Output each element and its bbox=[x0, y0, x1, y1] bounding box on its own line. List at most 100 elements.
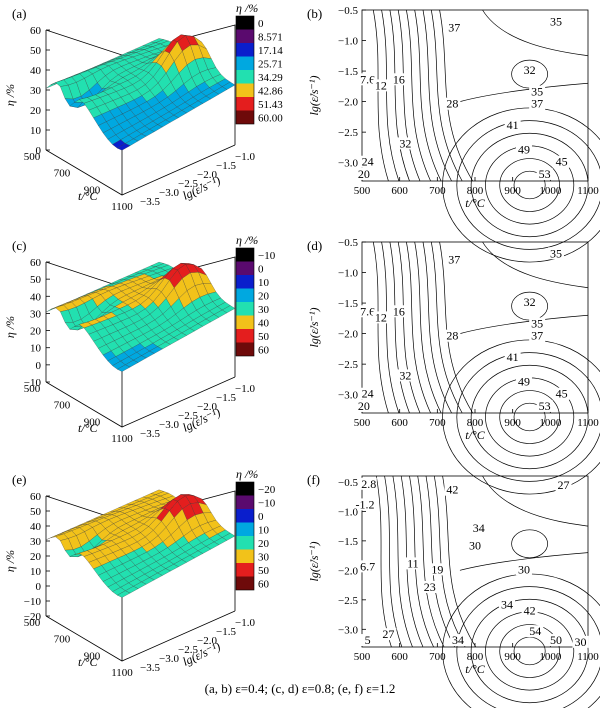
panel-letter-c: (c) bbox=[12, 238, 26, 253]
x-tick-label: 500 bbox=[354, 417, 371, 429]
panel-letter-f: (f) bbox=[307, 472, 320, 487]
contour-label: 37 bbox=[448, 252, 460, 266]
contour-line bbox=[372, 9, 389, 182]
contour-label: 12 bbox=[375, 310, 387, 324]
y-tick-label: −2.5 bbox=[338, 127, 358, 139]
y-tick-label: −2.0 bbox=[197, 635, 217, 647]
contour-panel-b: (b) 500 600 700 800 900 1000 1100 −0.5 −1.0 −1.5 −2… bbox=[307, 5, 600, 263]
contour-label: 5 bbox=[365, 633, 371, 647]
colorbar-label: 34.29 bbox=[258, 72, 283, 84]
contour-label-bg bbox=[404, 557, 421, 570]
z-tick-label: 30 bbox=[30, 536, 42, 548]
contour-label-bg bbox=[421, 580, 438, 593]
contour-label: 45 bbox=[556, 155, 568, 169]
z-tick-label: 40 bbox=[30, 521, 42, 533]
contour-label-bg bbox=[446, 253, 463, 266]
contour-label-bg bbox=[555, 478, 572, 491]
colorbar-label: 0 bbox=[258, 511, 264, 523]
y-tick-label: −0.5 bbox=[338, 477, 358, 489]
contour-lines bbox=[372, 9, 600, 263]
contour-label: 28 bbox=[446, 329, 458, 343]
contour-line bbox=[389, 9, 410, 182]
y-tick-label: −1.5 bbox=[216, 626, 236, 638]
contour-island bbox=[511, 529, 548, 559]
contour-line bbox=[442, 475, 477, 648]
panel-letter-e: (e) bbox=[12, 472, 26, 487]
colorbar-swatch bbox=[236, 275, 254, 289]
z-axis-label: η /% bbox=[3, 84, 17, 106]
z-tick-label: 40 bbox=[30, 65, 42, 77]
x-tick-label: 900 bbox=[84, 650, 101, 662]
contour-label: 49 bbox=[518, 143, 530, 157]
y-tick-label: −2.5 bbox=[338, 359, 358, 371]
x-axis-label: t/°C bbox=[78, 189, 98, 203]
surface-mesh bbox=[45, 34, 236, 151]
contour-lines bbox=[375, 475, 600, 713]
contour-line bbox=[482, 241, 589, 289]
contour-label: 32 bbox=[399, 136, 411, 150]
contour-line bbox=[392, 475, 413, 648]
y-tick-label: −1.5 bbox=[338, 298, 358, 310]
y-tick-label: −1.0 bbox=[338, 268, 358, 280]
colorbar-label: −10 bbox=[258, 497, 276, 509]
contour-label: 35 bbox=[550, 246, 562, 260]
contour-label: 7.6 bbox=[360, 304, 375, 318]
contour-label: 16 bbox=[393, 72, 405, 86]
z-tick-label: 60 bbox=[30, 491, 42, 503]
y-tick-label: −0.5 bbox=[338, 237, 358, 249]
contour-label-bg bbox=[536, 167, 553, 180]
y-tick-label: −1.0 bbox=[338, 36, 358, 48]
x-tick-label: 500 bbox=[24, 151, 41, 163]
contour-label: 30 bbox=[574, 635, 586, 649]
contour-line bbox=[414, 9, 442, 182]
contour-label-bg bbox=[547, 634, 564, 647]
contour-label: 20 bbox=[358, 167, 370, 181]
colorbar-swatch bbox=[236, 97, 254, 111]
colorbar-label: 25.71 bbox=[258, 58, 283, 70]
y-tick-label: −2.5 bbox=[178, 178, 198, 190]
contour-lines bbox=[372, 241, 600, 495]
colorbar-border bbox=[235, 15, 255, 125]
colorbar-swatch bbox=[236, 83, 254, 97]
colorbar-swatch bbox=[236, 563, 254, 577]
contour-line bbox=[482, 475, 589, 527]
y-tick-label: −0.5 bbox=[338, 5, 358, 17]
x-tick-label: 700 bbox=[54, 634, 71, 646]
y-tick-label: −1.5 bbox=[338, 536, 358, 548]
contour-label: 35 bbox=[531, 85, 543, 99]
plot-frame bbox=[361, 9, 589, 182]
contour-label: 7.6 bbox=[360, 72, 375, 86]
colorbar-label: −10 bbox=[258, 250, 276, 262]
contour-label: 24 bbox=[362, 155, 374, 169]
colorbar-swatch bbox=[236, 329, 254, 343]
colorbar-label: 30 bbox=[258, 551, 270, 563]
z-tick-label: −10 bbox=[24, 596, 42, 608]
y-tick-label: −3.0 bbox=[159, 419, 179, 431]
contour-label: 53 bbox=[539, 399, 551, 413]
contour-label-bg bbox=[499, 598, 516, 611]
z-tick-label: 20 bbox=[30, 105, 42, 117]
colorbar-swatch bbox=[236, 549, 254, 563]
z-tick-label: 50 bbox=[30, 274, 42, 286]
x-tick-label: 500 bbox=[24, 383, 41, 395]
contour-label-bg bbox=[547, 15, 564, 28]
panel-letter-d: (d) bbox=[307, 238, 322, 253]
z-tick-label: −20 bbox=[24, 611, 42, 623]
contour-label: 24 bbox=[362, 387, 374, 401]
y-axis-label: lg(ε̇/s⁻¹) bbox=[307, 76, 321, 116]
surface-patch bbox=[117, 143, 131, 151]
contour-ring bbox=[456, 352, 600, 482]
colorbar-label: 50 bbox=[258, 331, 270, 343]
x-tick-label: 900 bbox=[504, 185, 521, 197]
contour-label: 37 bbox=[531, 97, 543, 111]
colorbar-label: −20 bbox=[258, 484, 276, 496]
x-tick-label: 600 bbox=[391, 185, 408, 197]
contour-label-bg bbox=[515, 143, 532, 156]
contour-label: 19 bbox=[431, 562, 443, 576]
